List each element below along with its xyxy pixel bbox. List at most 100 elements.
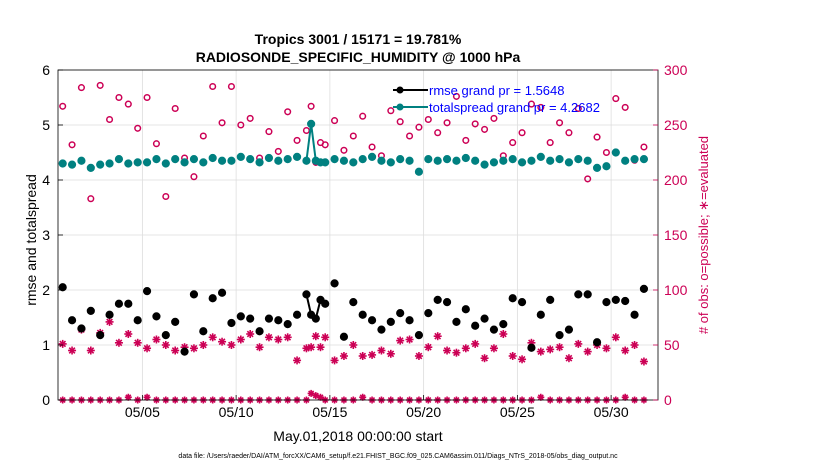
obs-evaluated-point <box>246 330 255 338</box>
obs-possible-point <box>471 120 479 128</box>
totalspread-point <box>307 119 316 129</box>
rmse-point <box>414 331 424 340</box>
obs-possible-point <box>462 136 470 144</box>
obs-evaluated-stroke <box>359 352 367 360</box>
totalspread-point <box>621 156 630 165</box>
obs-evaluated-stroke <box>378 347 385 354</box>
rmse-point <box>124 299 133 308</box>
rmse-point <box>171 317 180 326</box>
obs-evaluated-stroke <box>387 350 395 358</box>
obs-possible-point <box>124 100 132 108</box>
totalspread-point <box>246 155 255 164</box>
totalspread-point <box>452 156 461 165</box>
rmse-point <box>499 320 508 329</box>
obs-evaluated-stroke <box>640 358 648 365</box>
rmse-point <box>592 338 602 347</box>
rmse-point <box>583 290 592 299</box>
totalspread-point <box>386 158 395 167</box>
rmse-point <box>564 325 574 334</box>
obs-evaluated-bottom-point <box>317 393 324 401</box>
totalspread-point <box>602 162 611 171</box>
totalspread-point <box>105 159 114 168</box>
rmse-point <box>236 312 245 321</box>
obs-evaluated-stroke <box>471 340 479 348</box>
obs-evaluated-stroke <box>612 333 620 341</box>
obs-evaluated-point <box>414 352 423 360</box>
obs-evaluated-stroke <box>284 333 292 341</box>
rmse-point <box>255 327 264 336</box>
obs-possible-point <box>368 143 376 151</box>
y-tick-label-left: 1 <box>42 337 50 353</box>
totalspread-point <box>142 158 152 167</box>
obs-evaluated-bottom-point <box>359 393 367 401</box>
totalspread-point <box>114 155 124 164</box>
rmse-point <box>302 290 311 299</box>
obs-evaluated-bottom-point <box>124 393 132 401</box>
obs-evaluated-stroke <box>368 351 376 359</box>
obs-evaluated-stroke <box>115 339 123 347</box>
totalspread-point <box>611 148 620 157</box>
obs-evaluated-point <box>86 346 95 355</box>
obs-possible-point <box>518 129 526 137</box>
rmse-point <box>405 316 414 325</box>
obs-possible-point <box>593 133 601 141</box>
obs-evaluated-bottom-point <box>143 393 151 401</box>
obs-evaluated-stroke <box>237 336 245 343</box>
y-tick-label-right: 100 <box>664 282 688 298</box>
obs-evaluated-point <box>68 346 77 355</box>
rmse-point <box>536 310 545 319</box>
obs-evaluated-stroke <box>396 337 404 344</box>
obs-evaluated-stroke <box>87 347 95 354</box>
obs-possible-point <box>396 118 404 126</box>
obs-evaluated-point <box>480 354 489 363</box>
x-tick-label: 05/15 <box>312 404 347 420</box>
obs-evaluated-point <box>489 344 498 353</box>
obs-possible-point <box>434 129 442 137</box>
obs-evaluated-point <box>218 337 227 346</box>
obs-evaluated-point <box>105 317 114 326</box>
obs-evaluated-stroke <box>622 394 629 401</box>
x-tick-label: 05/25 <box>500 404 535 420</box>
totalspread-point <box>274 156 283 165</box>
obs-evaluated-stroke <box>317 394 324 401</box>
rmse-point <box>227 318 236 328</box>
totalspread-point <box>358 155 367 164</box>
obs-evaluated-point <box>330 356 339 365</box>
legend-label-spread: totalspread grand pr = 4.2682 <box>429 100 600 115</box>
chart-title-line2: RADIOSONDE_SPECIFIC_HUMIDITY @ 1000 hPa <box>196 49 521 65</box>
obs-possible-point <box>143 93 151 102</box>
obs-evaluated-stroke <box>293 357 301 364</box>
obs-evaluated-stroke <box>415 352 423 360</box>
obs-evaluated-stroke <box>153 336 160 343</box>
y-tick-label-left: 0 <box>42 392 50 408</box>
rmse-point <box>67 316 77 325</box>
rmse-point <box>546 295 555 304</box>
obs-evaluated-point <box>508 352 517 360</box>
obs-possible-point <box>96 81 104 89</box>
obs-possible-point <box>87 195 95 203</box>
obs-evaluated-stroke <box>603 344 610 352</box>
obs-evaluated-point <box>283 333 292 342</box>
obs-possible-point <box>265 128 273 136</box>
rmse-point <box>96 331 105 340</box>
totalspread-point <box>180 158 189 167</box>
obs-evaluated-point <box>255 343 264 352</box>
obs-evaluated-bottom-point <box>537 393 545 401</box>
obs-evaluated-point <box>189 344 198 353</box>
x-axis-label: May.01,2018 00:00:00 start <box>273 428 443 444</box>
rmse-point <box>292 310 302 319</box>
y-axis-label-right: # of obs: o=possible; ∗=evaluated <box>696 136 711 334</box>
totalspread-point <box>199 158 208 167</box>
totalspread-point <box>96 160 105 169</box>
obs-evaluated-stroke <box>359 394 366 401</box>
rmse-point <box>133 316 142 325</box>
totalspread-point <box>564 158 574 167</box>
obs-evaluated-stroke <box>556 343 563 351</box>
totalspread-point <box>321 158 330 167</box>
totalspread-point <box>349 158 358 167</box>
totalspread-point <box>517 158 527 167</box>
obs-possible-point <box>190 173 198 181</box>
totalspread-point <box>574 155 583 164</box>
obs-possible-point <box>537 103 545 111</box>
x-tick-label: 05/05 <box>125 404 160 420</box>
